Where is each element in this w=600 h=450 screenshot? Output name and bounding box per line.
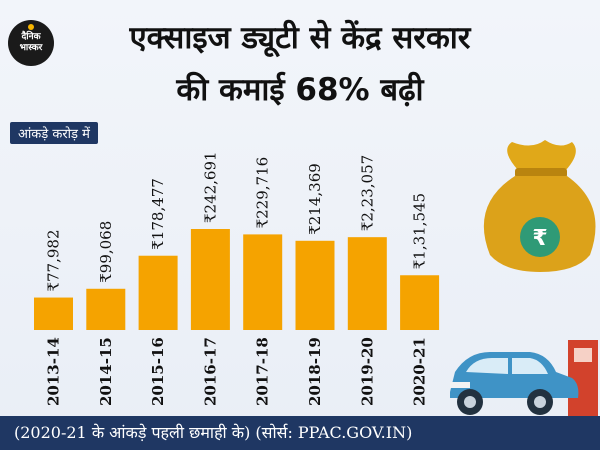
dainik-bhaskar-logo: दैनिक भास्कर (8, 20, 54, 66)
logo-dot (28, 24, 34, 30)
footer-bar: (2020-21 के आंकड़े पहली छमाही के) (सोर्स… (0, 416, 600, 450)
category-label: 2017-18 (254, 337, 272, 406)
category-label: 2019-20 (358, 337, 376, 406)
title-line1: एक्साइज ड्यूटी से केंद्र सरकार (129, 20, 471, 56)
value-label: ₹77,982 (45, 230, 63, 292)
bar-2015-16 (138, 255, 178, 330)
bar-2020-21 (400, 275, 440, 330)
logo-line2: भास्कर (19, 43, 43, 53)
bar-2017-18 (243, 234, 283, 330)
value-label: ₹214,369 (306, 163, 324, 235)
rupee-coin (520, 217, 560, 257)
value-label: ₹2,23,057 (358, 155, 376, 231)
value-label: ₹242,691 (201, 151, 219, 223)
category-label: 2020-21 (411, 337, 429, 406)
footer-source: (सोर्स: PPAC.GOV.IN) (255, 423, 413, 442)
value-label: ₹1,31,545 (411, 193, 429, 269)
category-label: 2015-16 (149, 337, 167, 406)
category-label: 2014-15 (97, 337, 115, 406)
bar-2018-19 (295, 240, 335, 330)
category-label: 2018-19 (306, 337, 324, 406)
bar-2014-15 (86, 288, 126, 330)
footer-note: (2020-21 के आंकड़े पहली छमाही के) (14, 423, 251, 442)
money-bag-icon: ₹ (483, 140, 596, 272)
category-label: 2016-17 (201, 337, 219, 406)
value-label: ₹178,477 (149, 178, 167, 250)
value-label: ₹99,068 (97, 221, 115, 283)
bar-2016-17 (190, 229, 230, 330)
unit-label: आंकड़े करोड़ में (10, 122, 98, 144)
title-line2: की कमाई 68% बढ़ी (176, 72, 424, 108)
bar-2019-20 (347, 237, 387, 330)
bar-2013-14 (34, 297, 73, 330)
logo-line1: दैनिक (21, 32, 41, 42)
car-icon (450, 352, 579, 415)
rupee-symbol: ₹ (532, 226, 547, 251)
value-label: ₹229,716 (254, 157, 272, 229)
category-label: 2013-14 (45, 337, 63, 406)
